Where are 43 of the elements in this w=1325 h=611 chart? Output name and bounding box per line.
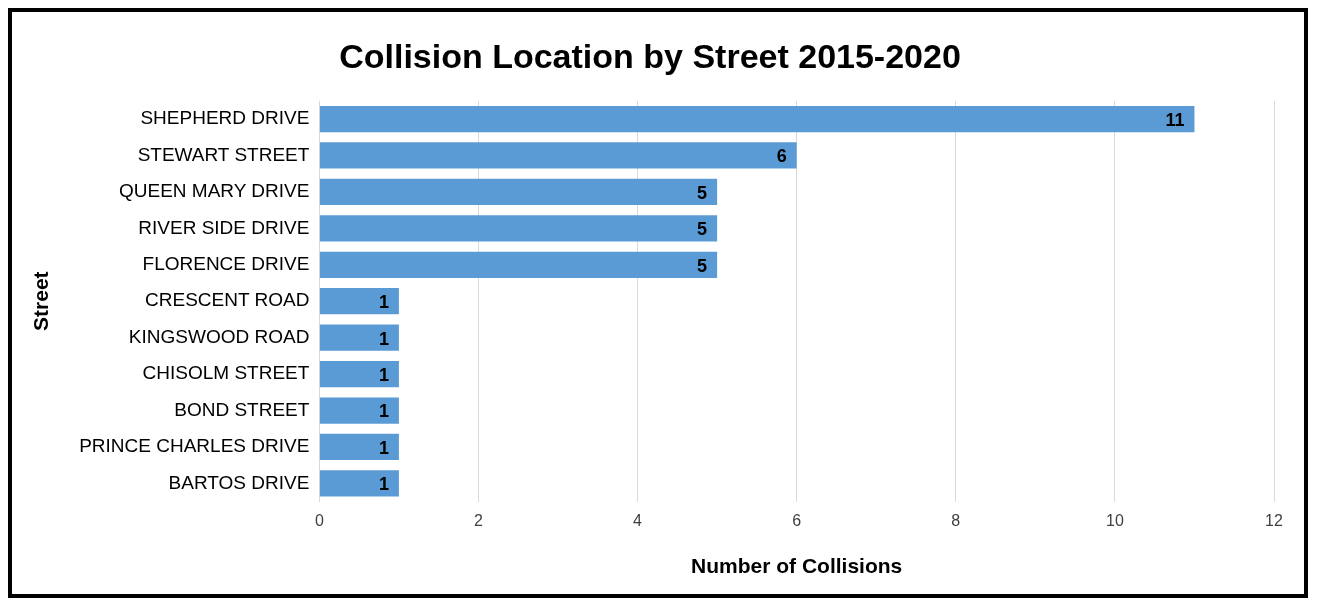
data-label: 1 [378,401,389,422]
bar [319,288,399,315]
data-label: 11 [1165,109,1185,130]
bar [319,470,399,497]
y-tick-label: BARTOS DRIVE [168,471,310,493]
data-label: 1 [378,365,389,386]
y-tick-label: KINGSWOOD ROAD [128,325,310,347]
bar [319,105,1195,133]
bar [319,178,718,206]
data-label: 1 [378,328,389,349]
data-label: 5 [697,219,708,240]
y-tick-label: STEWART STREET [137,143,310,165]
x-axis-title: Number of Collisions [691,554,903,578]
chart-title: Collision Location by Street 2015-2020 [339,36,961,75]
data-label: 1 [378,437,389,458]
bar [319,215,718,242]
y-tick-label: QUEEN MARY DRIVE [118,180,310,202]
data-label: 1 [378,292,389,313]
bar [319,251,718,278]
data-label: 5 [697,255,708,276]
x-tick-label: 2 [474,511,484,529]
x-tick-label: 10 [1106,511,1124,529]
bar [319,142,797,169]
y-tick-label: FLORENCE DRIVE [142,253,310,274]
y-tick-label: RIVER SIDE DRIVE [138,216,310,238]
bar [319,324,399,351]
x-tick-label: 8 [951,511,961,529]
bar [319,397,399,424]
y-tick-label: PRINCE CHARLES DRIVE [79,435,310,457]
x-tick-label: 0 [314,511,324,529]
data-label: 5 [697,182,708,203]
y-tick-label: CRESCENT ROAD [145,289,310,311]
data-label: 1 [378,474,389,495]
x-tick-label: 12 [1265,511,1283,529]
y-tick-label: SHEPHERD DRIVE [140,107,310,129]
y-axis-title: Street [29,271,53,331]
bar [319,433,399,461]
x-tick-label: 6 [792,511,802,529]
y-tick-label: BOND STREET [174,398,310,420]
x-tick-label: 4 [633,511,643,529]
bar [319,360,399,388]
data-label: 6 [776,146,787,167]
y-tick-label: CHISOLM STREET [142,362,310,384]
